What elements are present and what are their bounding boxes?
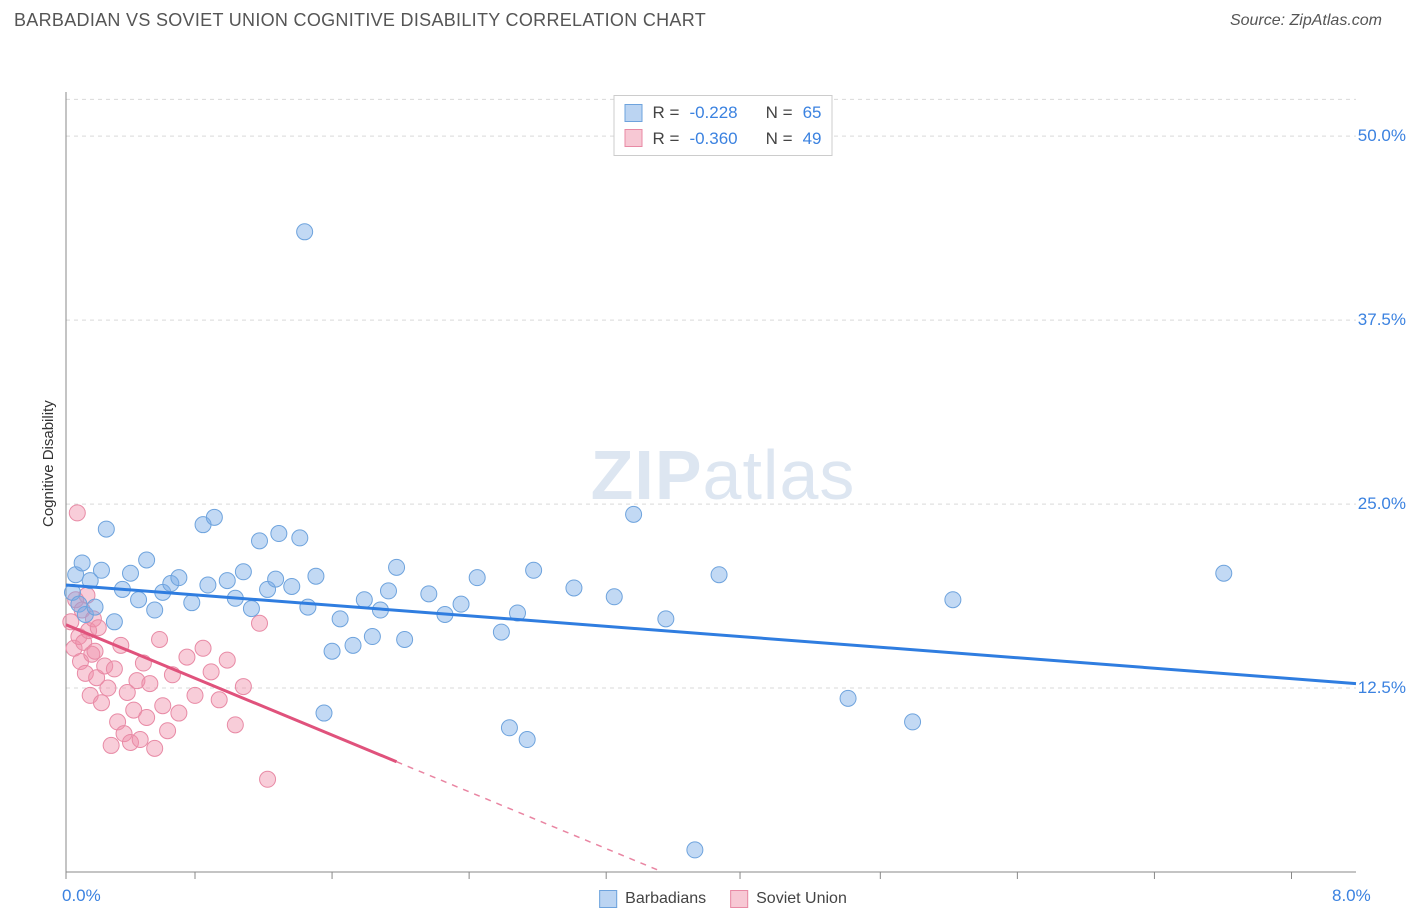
chart-container: Cognitive Disability ZIPatlas R = -0.228… bbox=[20, 37, 1406, 912]
legend-item-soviet: Soviet Union bbox=[730, 890, 847, 908]
y-tick-label: 25.0% bbox=[1358, 494, 1406, 514]
legend-swatch-icon bbox=[625, 129, 643, 147]
x-tick-label: 8.0% bbox=[1332, 886, 1371, 906]
legend-item-barbadians: Barbadians bbox=[599, 890, 706, 908]
y-tick-label: 12.5% bbox=[1358, 678, 1406, 698]
stat-legend: R = -0.228 N = 65 R = -0.360 N = 49 bbox=[614, 95, 833, 156]
y-axis-label: Cognitive Disability bbox=[40, 400, 57, 527]
x-tick-label: 0.0% bbox=[62, 886, 101, 906]
legend-swatch-icon bbox=[730, 890, 748, 908]
y-tick-label: 37.5% bbox=[1358, 310, 1406, 330]
y-tick-label: 50.0% bbox=[1358, 126, 1406, 146]
bottom-legend: Barbadians Soviet Union bbox=[599, 890, 847, 908]
legend-swatch-icon bbox=[599, 890, 617, 908]
legend-swatch-icon bbox=[625, 104, 643, 122]
scatter-chart bbox=[20, 37, 1406, 912]
stat-row-2: R = -0.360 N = 49 bbox=[625, 126, 822, 152]
chart-source: Source: ZipAtlas.com bbox=[1230, 12, 1382, 30]
chart-title: BARBADIAN VS SOVIET UNION COGNITIVE DISA… bbox=[14, 10, 706, 31]
stat-row-1: R = -0.228 N = 65 bbox=[625, 100, 822, 126]
